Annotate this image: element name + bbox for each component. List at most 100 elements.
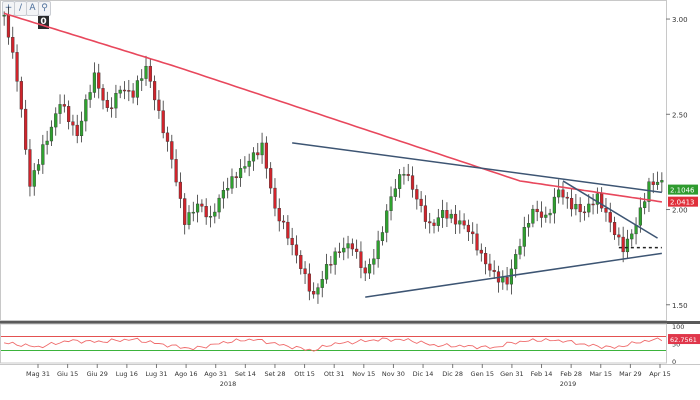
zoom-icon[interactable]: ⚲ bbox=[38, 1, 51, 16]
candle-body bbox=[62, 104, 66, 107]
candle-body bbox=[79, 120, 84, 137]
rsi-tick-label: 0 bbox=[672, 358, 676, 366]
moving-average-badge-text: 2.0413 bbox=[670, 199, 695, 207]
candle-body bbox=[608, 212, 612, 223]
rsi-badge-text: 62.7561 bbox=[670, 336, 697, 344]
trendline bbox=[562, 180, 658, 239]
candle-body bbox=[84, 99, 88, 122]
candle-body bbox=[277, 208, 281, 222]
candle-body bbox=[539, 211, 544, 218]
candle-body bbox=[643, 201, 647, 208]
candle-body bbox=[6, 15, 11, 38]
candle-body bbox=[526, 223, 531, 228]
candle-body bbox=[28, 149, 32, 187]
candle-body bbox=[380, 232, 385, 242]
x-tick-label: Mar 29 bbox=[619, 370, 642, 378]
candle-body bbox=[372, 258, 376, 265]
candle-body bbox=[385, 210, 389, 233]
candle-body bbox=[19, 81, 23, 110]
x-tick-label: Gen 15 bbox=[471, 370, 495, 378]
candle-body bbox=[213, 211, 217, 217]
candle-body bbox=[32, 170, 36, 187]
candle-body bbox=[479, 249, 483, 254]
candle-body bbox=[329, 264, 333, 266]
candle-body bbox=[651, 181, 655, 185]
x-tick-label: Mag 31 bbox=[26, 370, 50, 378]
candle-body bbox=[286, 221, 290, 239]
candle-body bbox=[307, 273, 311, 292]
candle-body bbox=[342, 247, 346, 253]
x-tick-label: Apr 15 bbox=[649, 370, 671, 378]
y-tick-label: 3.00 bbox=[672, 16, 688, 24]
candle-body bbox=[281, 220, 286, 223]
candle-body bbox=[200, 203, 204, 207]
candle-body bbox=[359, 251, 363, 268]
candle-body bbox=[449, 213, 453, 219]
candle-body bbox=[204, 206, 208, 218]
candle-body bbox=[183, 198, 187, 225]
candle-body bbox=[630, 233, 634, 240]
candle-body bbox=[217, 197, 221, 213]
candle-body bbox=[67, 106, 71, 122]
trendline bbox=[365, 252, 662, 298]
candle-body bbox=[363, 267, 367, 274]
candle-body bbox=[36, 164, 41, 171]
candle-body bbox=[260, 142, 264, 156]
candle-body bbox=[484, 253, 488, 265]
year-label: 2019 bbox=[560, 380, 577, 388]
candle-body bbox=[574, 204, 578, 210]
candle-body bbox=[101, 88, 105, 101]
candle-body bbox=[612, 222, 617, 236]
moving-average-badge-bg bbox=[668, 196, 698, 207]
candle-body bbox=[238, 168, 243, 179]
candle-body bbox=[647, 181, 651, 202]
candle-body bbox=[518, 246, 522, 255]
x-tick-label: Ago 31 bbox=[204, 370, 227, 378]
x-tick-label: Feb 28 bbox=[560, 370, 582, 378]
candle-body bbox=[127, 90, 131, 92]
candle-body bbox=[320, 279, 324, 288]
candle-body bbox=[655, 181, 660, 185]
candle-body bbox=[492, 269, 496, 272]
candle-body bbox=[458, 220, 462, 225]
candle-body bbox=[135, 80, 140, 98]
moving-average-line bbox=[3, 12, 663, 203]
candle-body bbox=[45, 140, 49, 145]
current-price-badge: 2.1046 bbox=[668, 184, 698, 195]
candle-body bbox=[118, 89, 122, 94]
candle-body bbox=[140, 78, 144, 81]
candle-body bbox=[488, 263, 492, 271]
candles bbox=[2, 6, 664, 304]
candle-body bbox=[2, 15, 6, 17]
candle-body bbox=[316, 287, 320, 295]
candle-body bbox=[97, 72, 101, 89]
candle-body bbox=[591, 203, 595, 206]
candle-body bbox=[419, 198, 423, 206]
x-tick-label: Mar 15 bbox=[589, 370, 612, 378]
rsi-tick-label: 100 bbox=[672, 323, 684, 331]
x-tick-label: Ott 15 bbox=[294, 370, 315, 378]
current-price-badge-bg bbox=[668, 184, 698, 195]
candle-body bbox=[548, 212, 552, 216]
rsi-line bbox=[3, 337, 663, 352]
candle-body bbox=[501, 277, 505, 283]
candle-body bbox=[638, 207, 642, 226]
candle-body bbox=[226, 188, 230, 191]
candle-body bbox=[54, 113, 58, 128]
year-label: 2018 bbox=[220, 380, 237, 388]
candle-body bbox=[535, 208, 539, 213]
candle-body bbox=[432, 222, 436, 226]
candle-body bbox=[157, 99, 161, 111]
x-tick-label: Set 14 bbox=[235, 370, 256, 378]
x-tick-label: Lug 16 bbox=[116, 370, 138, 378]
candle-body bbox=[402, 174, 406, 176]
candle-body bbox=[58, 104, 62, 114]
candle-body bbox=[191, 211, 195, 214]
candle-body bbox=[505, 277, 509, 285]
candle-body bbox=[436, 217, 440, 226]
candle-body bbox=[24, 108, 28, 150]
candle-body bbox=[165, 132, 170, 142]
candle-body bbox=[398, 174, 402, 189]
candle-body bbox=[110, 107, 114, 109]
x-tick-label: Ott 31 bbox=[324, 370, 345, 378]
